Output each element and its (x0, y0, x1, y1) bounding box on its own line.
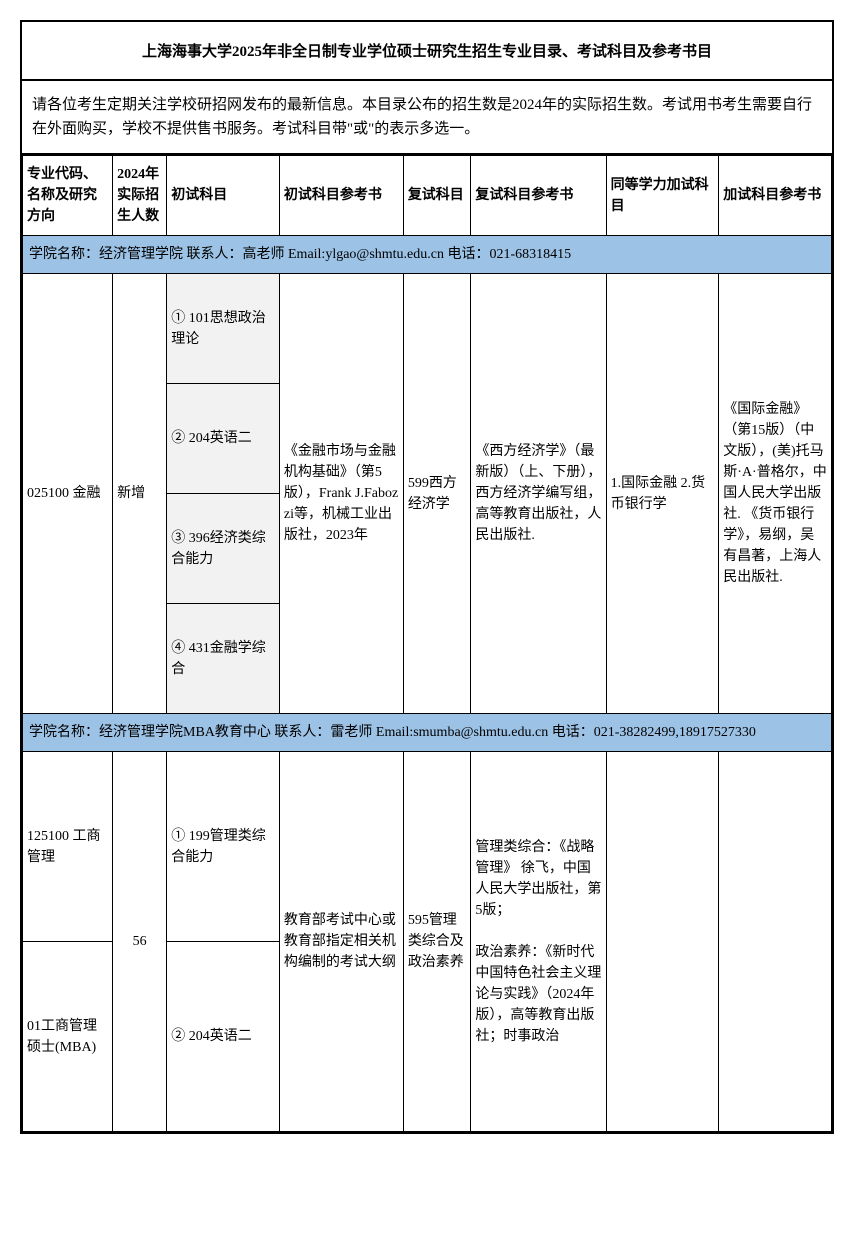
finance-subj2: ② 204英语二 (167, 384, 280, 494)
institute-row-2: 学院名称：经济管理学院MBA教育中心 联系人：雷老师 Email:smumba@… (23, 714, 832, 752)
header-col2: 2024年实际招生人数 (113, 156, 167, 236)
mba-init-ref: 教育部考试中心或教育部指定相关机构编制的考试大纲 (279, 752, 403, 1132)
mba-subj2: ② 204英语二 (167, 942, 280, 1132)
finance-row-1: 025100 金融 新增 ① 101思想政治理论 《金融市场与金融机构基础》（第… (23, 274, 832, 384)
mba-row-1: 125100 工商管理 56 ① 199管理类综合能力 教育部考试中心或教育部指… (23, 752, 832, 942)
catalog-table: 专业代码、名称及研究方向 2024年实际招生人数 初试科目 初试科目参考书 复试… (22, 155, 832, 1132)
header-col4: 初试科目参考书 (279, 156, 403, 236)
finance-subj1: ① 101思想政治理论 (167, 274, 280, 384)
finance-subj3: ③ 396经济类综合能力 (167, 494, 280, 604)
finance-code: 025100 金融 (23, 274, 113, 714)
notice-text: 请各位考生定期关注学校研招网发布的最新信息。本目录公布的招生数是2024年的实际… (22, 81, 832, 155)
institute-row-1: 学院名称：经济管理学院 联系人：高老师 Email:ylgao@shmtu.ed… (23, 236, 832, 274)
header-col3: 初试科目 (167, 156, 280, 236)
mba-add-ref (719, 752, 832, 1132)
mba-retest-subj: 595管理类综合及政治素养 (403, 752, 471, 1132)
mba-subj1: ① 199管理类综合能力 (167, 752, 280, 942)
finance-add-ref: 《国际金融》（第15版）（中文版），(美)托马斯·A·普格尔，中国人民大学出版社… (719, 274, 832, 714)
mba-code2: 01工商管理硕士(MBA) (23, 942, 113, 1132)
finance-init-ref: 《金融市场与金融机构基础》（第5版），Frank J.Fabozzi等，机械工业… (279, 274, 403, 714)
finance-subj4: ④ 431金融学综合 (167, 604, 280, 714)
header-col1: 专业代码、名称及研究方向 (23, 156, 113, 236)
institute-2-info: 学院名称：经济管理学院MBA教育中心 联系人：雷老师 Email:smumba@… (23, 714, 832, 752)
institute-1-info: 学院名称：经济管理学院 联系人：高老师 Email:ylgao@shmtu.ed… (23, 236, 832, 274)
mba-add-subj (606, 752, 719, 1132)
finance-add-subj: 1.国际金融 2.货币银行学 (606, 274, 719, 714)
mba-code1: 125100 工商管理 (23, 752, 113, 942)
mba-enroll: 56 (113, 752, 167, 1132)
document-page: 上海海事大学2025年非全日制专业学位硕士研究生招生专业目录、考试科目及参考书目… (20, 20, 834, 1134)
mba-retest-ref: 管理类综合：《战略管理》 徐飞，中国人民大学出版社，第5版； 政治素养：《新时代… (471, 752, 606, 1132)
finance-retest-ref: 《西方经济学》（最新版）（上、下册），西方经济学编写组，高等教育出版社，人民出版… (471, 274, 606, 714)
header-col5: 复试科目 (403, 156, 471, 236)
finance-enroll: 新增 (113, 274, 167, 714)
header-col7: 同等学力加试科目 (606, 156, 719, 236)
header-col8: 加试科目参考书 (719, 156, 832, 236)
page-title: 上海海事大学2025年非全日制专业学位硕士研究生招生专业目录、考试科目及参考书目 (22, 22, 832, 81)
table-header-row: 专业代码、名称及研究方向 2024年实际招生人数 初试科目 初试科目参考书 复试… (23, 156, 832, 236)
header-col6: 复试科目参考书 (471, 156, 606, 236)
finance-retest-subj: 599西方经济学 (403, 274, 471, 714)
